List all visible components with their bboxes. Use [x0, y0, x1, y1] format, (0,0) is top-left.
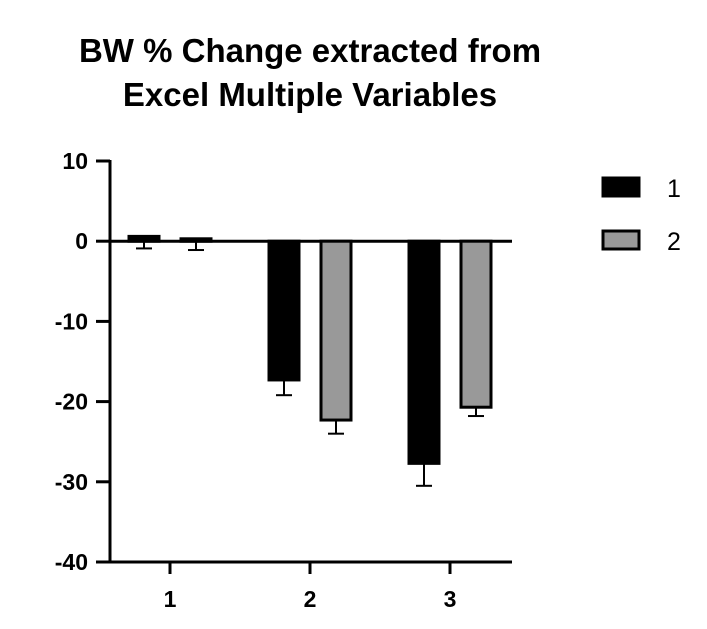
- bars: [127, 234, 493, 487]
- legend-label: 2: [667, 228, 681, 256]
- legend-swatch: [601, 229, 641, 251]
- legend-swatch: [601, 176, 641, 198]
- x-tick-label: 2: [304, 586, 317, 612]
- legend: 12: [601, 175, 681, 256]
- bar: [407, 239, 441, 465]
- axes: [108, 160, 512, 564]
- bar: [267, 239, 301, 382]
- x-axis: 1 2 3: [164, 562, 457, 612]
- x-tick-label: 1: [164, 586, 177, 612]
- y-tick-label: 0: [75, 228, 88, 254]
- bar: [319, 239, 353, 422]
- y-axis: 10 0 -10 -20 -30 -40: [55, 148, 110, 575]
- y-tick-label: 10: [62, 148, 88, 174]
- chart-title-line-2: Excel Multiple Variables: [123, 76, 497, 113]
- y-tick-label: -30: [55, 469, 88, 495]
- x-tick-label: 3: [444, 586, 457, 612]
- legend-label: 1: [667, 175, 681, 203]
- chart-title-line-1: BW % Change extracted from: [79, 32, 541, 69]
- bar: [459, 239, 493, 409]
- y-tick-label: -40: [55, 549, 88, 575]
- y-tick-label: -10: [55, 308, 88, 334]
- y-tick-label: -20: [55, 389, 88, 415]
